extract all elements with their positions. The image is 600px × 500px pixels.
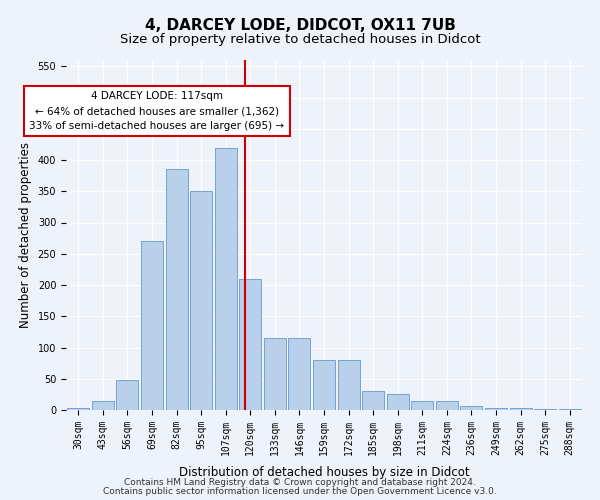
Bar bbox=[313, 360, 335, 410]
Bar bbox=[67, 408, 89, 410]
Bar bbox=[264, 338, 286, 410]
Text: Contains HM Land Registry data © Crown copyright and database right 2024.: Contains HM Land Registry data © Crown c… bbox=[124, 478, 476, 487]
Bar bbox=[436, 400, 458, 410]
Text: Contains public sector information licensed under the Open Government Licence v3: Contains public sector information licen… bbox=[103, 487, 497, 496]
Bar bbox=[215, 148, 237, 410]
Bar bbox=[92, 401, 114, 410]
Bar bbox=[559, 409, 581, 410]
X-axis label: Distribution of detached houses by size in Didcot: Distribution of detached houses by size … bbox=[179, 466, 469, 479]
Text: 4 DARCEY LODE: 117sqm
← 64% of detached houses are smaller (1,362)
33% of semi-d: 4 DARCEY LODE: 117sqm ← 64% of detached … bbox=[29, 92, 284, 131]
Bar bbox=[190, 191, 212, 410]
Text: Size of property relative to detached houses in Didcot: Size of property relative to detached ho… bbox=[119, 32, 481, 46]
Bar bbox=[411, 400, 433, 410]
Bar bbox=[386, 394, 409, 410]
Bar bbox=[166, 170, 188, 410]
Bar bbox=[338, 360, 359, 410]
Bar bbox=[362, 391, 384, 410]
Bar bbox=[509, 408, 532, 410]
Bar bbox=[116, 380, 139, 410]
Bar bbox=[141, 242, 163, 410]
Bar bbox=[289, 338, 310, 410]
Bar bbox=[239, 279, 262, 410]
Text: 4, DARCEY LODE, DIDCOT, OX11 7UB: 4, DARCEY LODE, DIDCOT, OX11 7UB bbox=[145, 18, 455, 32]
Y-axis label: Number of detached properties: Number of detached properties bbox=[19, 142, 32, 328]
Bar bbox=[460, 406, 482, 410]
Bar bbox=[485, 408, 507, 410]
